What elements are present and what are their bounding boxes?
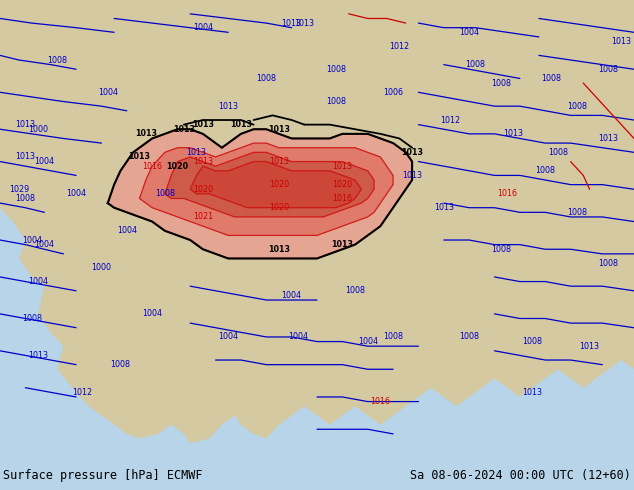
Text: 1013: 1013 — [129, 152, 150, 161]
Text: Sa 08-06-2024 00:00 UTC (12+60): Sa 08-06-2024 00:00 UTC (12+60) — [410, 469, 631, 482]
Text: 1013: 1013 — [193, 157, 213, 166]
Text: 1013: 1013 — [611, 37, 631, 46]
Text: 1013: 1013 — [173, 125, 195, 134]
Text: 1013: 1013 — [230, 120, 252, 129]
Text: 1013: 1013 — [503, 129, 524, 138]
Text: 1004: 1004 — [28, 277, 48, 286]
Text: 1013: 1013 — [332, 240, 353, 249]
Text: 1012: 1012 — [389, 42, 410, 50]
Text: 1004: 1004 — [66, 189, 86, 198]
Text: 1013: 1013 — [401, 148, 423, 157]
Text: 1008: 1008 — [110, 360, 131, 369]
Text: 1008: 1008 — [345, 286, 365, 295]
Text: 1004: 1004 — [288, 332, 308, 342]
Text: 1016: 1016 — [332, 194, 353, 203]
Text: 1008: 1008 — [535, 166, 555, 175]
Text: 1004: 1004 — [358, 337, 378, 346]
Text: 1008: 1008 — [598, 65, 619, 74]
Text: 1008: 1008 — [522, 337, 543, 346]
Text: 1008: 1008 — [256, 74, 276, 83]
Text: 1004: 1004 — [98, 88, 118, 97]
Text: 1008: 1008 — [567, 208, 587, 217]
Text: 1013: 1013 — [268, 125, 290, 134]
Text: 1008: 1008 — [459, 332, 479, 342]
Text: 1008: 1008 — [15, 194, 36, 203]
Text: 1008: 1008 — [326, 65, 346, 74]
Text: 1029: 1029 — [9, 185, 29, 194]
Text: 1006: 1006 — [383, 88, 403, 97]
Text: 1016: 1016 — [142, 162, 162, 171]
Text: 1004: 1004 — [281, 291, 302, 300]
Text: 1008: 1008 — [383, 332, 403, 342]
Text: 1020: 1020 — [269, 203, 289, 212]
Text: 1013: 1013 — [135, 129, 157, 138]
Polygon shape — [139, 143, 393, 235]
Text: 1008: 1008 — [491, 78, 511, 88]
Text: 1008: 1008 — [465, 60, 486, 69]
Text: 1004: 1004 — [142, 309, 162, 318]
Text: 1013: 1013 — [268, 245, 290, 254]
Text: 1012: 1012 — [72, 388, 93, 397]
Polygon shape — [171, 212, 235, 268]
Text: 1013: 1013 — [192, 120, 214, 129]
Text: 1004: 1004 — [34, 240, 55, 249]
Text: 1008: 1008 — [155, 189, 175, 198]
Text: 1020: 1020 — [167, 162, 188, 171]
Text: 1021: 1021 — [193, 213, 213, 221]
Text: 1008: 1008 — [541, 74, 562, 83]
Text: 1013: 1013 — [579, 342, 600, 351]
Text: 1013: 1013 — [598, 134, 619, 143]
Text: 1008: 1008 — [548, 148, 568, 157]
Text: 1008: 1008 — [326, 97, 346, 106]
Text: 1020: 1020 — [332, 180, 353, 189]
Text: 1004: 1004 — [34, 157, 55, 166]
Text: 1008: 1008 — [598, 259, 619, 268]
Text: 1016: 1016 — [370, 397, 391, 406]
Text: 1008: 1008 — [22, 314, 42, 323]
Text: 1000: 1000 — [28, 125, 48, 134]
Text: 1008: 1008 — [491, 245, 511, 254]
Polygon shape — [108, 129, 412, 259]
Polygon shape — [0, 0, 634, 443]
Text: 1004: 1004 — [459, 28, 479, 37]
Text: 1012: 1012 — [440, 116, 460, 124]
Polygon shape — [190, 162, 361, 208]
Text: 1013: 1013 — [281, 19, 302, 27]
Text: 1013: 1013 — [218, 101, 238, 111]
Text: 1008: 1008 — [47, 55, 67, 65]
Text: 1013: 1013 — [294, 19, 314, 27]
Text: Surface pressure [hPa] ECMWF: Surface pressure [hPa] ECMWF — [3, 469, 203, 482]
Text: 1013: 1013 — [522, 388, 543, 397]
Text: 1008: 1008 — [567, 101, 587, 111]
Text: 1013: 1013 — [332, 162, 353, 171]
Text: 1020: 1020 — [269, 180, 289, 189]
Text: 1013: 1013 — [402, 171, 422, 180]
Text: 1013: 1013 — [434, 203, 454, 212]
Polygon shape — [165, 152, 374, 217]
Text: 1004: 1004 — [193, 23, 213, 32]
Text: 1000: 1000 — [91, 263, 112, 272]
Text: 1004: 1004 — [218, 332, 238, 342]
Text: 1004: 1004 — [117, 226, 137, 235]
Text: 1013: 1013 — [269, 157, 289, 166]
Text: 1020: 1020 — [193, 185, 213, 194]
Text: 1013: 1013 — [186, 148, 207, 157]
Text: 1013: 1013 — [15, 152, 36, 161]
Text: 1013: 1013 — [28, 351, 48, 360]
Text: 1013: 1013 — [15, 120, 36, 129]
Text: 1004: 1004 — [22, 236, 42, 245]
Text: 1016: 1016 — [497, 189, 517, 198]
